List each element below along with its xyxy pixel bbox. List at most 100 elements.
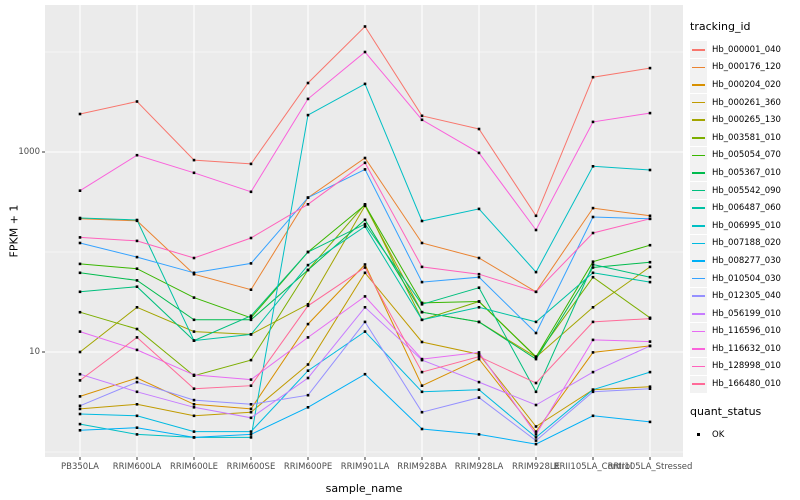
- legend-line-icon: [692, 348, 705, 350]
- legend-key-swatch: [690, 76, 707, 94]
- legend-item-label: Hb_005542_090: [712, 185, 781, 196]
- data-point: [306, 250, 310, 254]
- data-point: [363, 225, 367, 228]
- legend-item-Hb_007188_020: Hb_007188_020: [690, 234, 800, 253]
- data-point: [477, 272, 481, 276]
- data-point: [477, 396, 481, 399]
- data-point: [78, 330, 82, 333]
- legend-item-label: Hb_006487_060: [712, 203, 781, 214]
- data-point: [249, 314, 253, 318]
- data-point: [591, 338, 595, 342]
- data-point: [534, 425, 538, 428]
- legend-item-Hb_116632_010: Hb_116632_010: [690, 340, 800, 358]
- legend-line-icon: [692, 242, 705, 245]
- legend-title-tracking-id: tracking_id: [690, 20, 751, 33]
- data-point: [534, 430, 538, 433]
- legend-key-swatch: [690, 375, 707, 393]
- data-point: [534, 290, 538, 294]
- data-point: [135, 267, 139, 270]
- data-point: [420, 357, 424, 361]
- data-point: [249, 318, 253, 322]
- data-point: [420, 280, 424, 284]
- legend-item-label: Hb_000204_020: [712, 79, 781, 90]
- data-point: [306, 369, 310, 372]
- data-point: [477, 355, 481, 358]
- data-point: [192, 272, 196, 276]
- legend-item-Hb_056199_010: Hb_056199_010: [690, 305, 800, 323]
- data-point: [591, 120, 595, 124]
- data-point: [648, 340, 652, 343]
- data-point: [591, 414, 595, 418]
- data-point: [534, 439, 538, 442]
- data-point: [534, 357, 538, 361]
- legend-item-Hb_006995_010: Hb_006995_010: [690, 217, 800, 235]
- data-point: [306, 322, 310, 326]
- data-point: [192, 296, 196, 299]
- y-axis-title: FPKM + 1: [7, 204, 21, 258]
- data-point: [534, 442, 538, 446]
- data-point: [192, 387, 196, 390]
- data-point: [534, 270, 538, 274]
- data-point: [477, 388, 481, 391]
- legend-line-icon: [692, 49, 705, 51]
- data-point: [648, 317, 652, 320]
- legend-key-swatch: [690, 164, 707, 182]
- data-point: [135, 285, 139, 288]
- legend-key-swatch: [690, 357, 707, 375]
- data-point: [249, 436, 253, 439]
- data-point: [249, 433, 253, 436]
- data-point: [192, 171, 196, 175]
- legend-item-Hb_005542_090: Hb_005542_090: [690, 182, 800, 200]
- y-tick-label: 10: [29, 347, 40, 357]
- legend-line-icon: [692, 260, 705, 262]
- data-point: [420, 410, 424, 414]
- legend-item-label: Hb_007188_020: [712, 238, 781, 249]
- legend-item-Hb_000265_130: Hb_000265_130: [690, 111, 800, 129]
- x-tick-label: RRIM600LA: [112, 462, 162, 472]
- legend-key-swatch: [690, 252, 707, 270]
- data-point: [420, 384, 424, 387]
- data-point: [78, 407, 82, 411]
- data-point: [306, 263, 310, 267]
- data-point: [192, 398, 196, 402]
- data-point: [192, 318, 196, 322]
- data-point: [192, 373, 196, 377]
- data-point: [363, 372, 367, 376]
- legend-line-icon: [692, 207, 705, 209]
- data-point: [534, 436, 538, 439]
- data-point: [477, 275, 481, 279]
- legend-key-swatch: [690, 111, 707, 129]
- legend-line-icon: [692, 277, 705, 280]
- legend-line-icon: [692, 330, 705, 333]
- legend-item-Hb_008277_030: Hb_008277_030: [690, 252, 800, 270]
- legend-point-icon: [696, 432, 701, 437]
- data-point: [534, 403, 538, 407]
- legend-item-label: Hb_116596_010: [712, 326, 781, 337]
- legend-line-icon: [692, 189, 705, 192]
- legend-tracking-items: Hb_000001_040 Hb_000176_120 Hb_000204_020 H…: [690, 41, 800, 393]
- data-point: [78, 189, 82, 192]
- data-point: [420, 219, 424, 223]
- data-point: [192, 430, 196, 433]
- data-point: [249, 333, 253, 336]
- data-point: [306, 336, 310, 339]
- data-point: [591, 215, 595, 219]
- x-tick-label: RRII105LA_Control: [553, 462, 633, 472]
- data-point: [78, 404, 82, 408]
- y-tick-label: 1000: [18, 147, 40, 157]
- legend-item-Hb_012305_040: Hb_012305_040: [690, 287, 800, 305]
- data-point: [249, 384, 253, 387]
- data-point: [477, 151, 481, 155]
- data-point: [78, 216, 82, 220]
- data-point: [648, 260, 652, 264]
- data-point: [648, 370, 652, 374]
- data-point: [420, 265, 424, 269]
- legend-key-swatch: [690, 287, 707, 305]
- legend-line-icon: [692, 295, 705, 297]
- legend-line-icon: [692, 84, 705, 86]
- data-point: [363, 263, 367, 266]
- data-point: [648, 265, 652, 269]
- x-tick-label: RRIM928LA: [454, 462, 504, 472]
- legend-item-label: Hb_000176_120: [712, 62, 781, 73]
